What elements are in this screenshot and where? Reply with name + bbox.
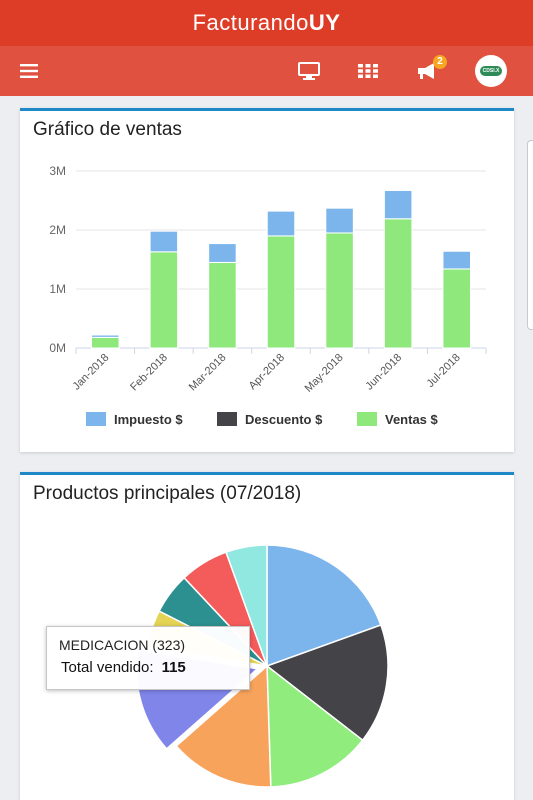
megaphone-icon: [418, 63, 434, 79]
x-tick-label: Mar-2018: [187, 352, 229, 394]
x-tick-label: Jun-2018: [363, 352, 404, 393]
legend-item: Impuesto $: [114, 412, 183, 427]
avatar: CDSI.X: [475, 55, 507, 87]
bar-segment: [383, 189, 413, 220]
bar-segment: [208, 261, 237, 349]
avatar-logo-text: CDSI.X: [480, 66, 502, 76]
bar-segment: [149, 230, 179, 253]
y-tick-label: 1M: [49, 282, 66, 296]
pie-slice: [175, 664, 272, 788]
legend-swatch: [86, 412, 106, 426]
x-tick-label: May-2018: [303, 352, 346, 395]
app-title: FacturandoUY: [192, 10, 341, 35]
y-tick-label: 2M: [49, 223, 66, 237]
pie-tooltip: MEDICACION (323) Total vendido: 115: [46, 626, 250, 690]
bar-segment: [149, 251, 179, 349]
desktop-view-button[interactable]: [294, 56, 324, 86]
notification-badge: 2: [433, 55, 447, 69]
notifications-button[interactable]: 2: [412, 55, 448, 86]
tooltip-value: 115: [161, 659, 186, 676]
bar-segment: [442, 268, 471, 349]
monitor-icon: [298, 62, 320, 80]
pie-slice: [225, 544, 268, 667]
app-title-bar: FacturandoUY: [0, 0, 533, 46]
bar-segment: [325, 232, 354, 349]
bar-segment: [383, 218, 413, 349]
toolbar: 2 CDSI.X: [0, 46, 533, 96]
bar-segment: [266, 235, 296, 349]
side-scroll-handle[interactable]: [527, 140, 533, 330]
user-avatar-button[interactable]: CDSI.X: [474, 55, 508, 87]
bar-segment: [325, 207, 354, 234]
pie-slice: [265, 624, 389, 742]
legend-item: Descuento $: [245, 412, 323, 427]
bar-segment: [442, 250, 471, 270]
tooltip-label: Total vendido:: [61, 659, 154, 676]
bar-segment: [91, 336, 120, 349]
menu-button[interactable]: [14, 56, 44, 86]
apps-button[interactable]: [353, 56, 383, 86]
sales-bar-chart: 0M 1M 2M 3M Jan-2018 Feb-2018 Mar-2018 Apr-2018…: [49, 164, 487, 427]
x-tick-label: Jul-2018: [425, 352, 463, 390]
pie-slice: [266, 664, 364, 788]
tooltip-row: Total vendido: 115: [61, 659, 186, 676]
legend-swatch: [357, 412, 377, 426]
legend-item: Ventas $: [385, 412, 439, 427]
bar-segment: [91, 334, 120, 338]
apps-grid-icon: [358, 64, 378, 78]
legend-swatch: [217, 412, 237, 426]
hamburger-menu-icon: [20, 64, 38, 78]
tooltip-title: MEDICACION (323): [59, 637, 186, 653]
y-tick-label: 0M: [49, 341, 66, 355]
bar-segment: [208, 243, 237, 263]
x-tick-label: Feb-2018: [128, 352, 170, 394]
pie-slice: [266, 544, 382, 668]
top-products-title: Productos principales (07/2018): [33, 483, 302, 504]
x-tick-label: Jan-2018: [70, 352, 111, 393]
sales-chart-title: Gráfico de ventas: [33, 119, 182, 140]
bar-segment: [266, 210, 296, 237]
y-tick-label: 3M: [49, 164, 66, 178]
x-tick-label: Apr-2018: [247, 352, 287, 392]
sales-chart-card: Gráfico de ventas 0M 1M 2M 3M Jan-2018 Feb-20…: [20, 108, 514, 452]
